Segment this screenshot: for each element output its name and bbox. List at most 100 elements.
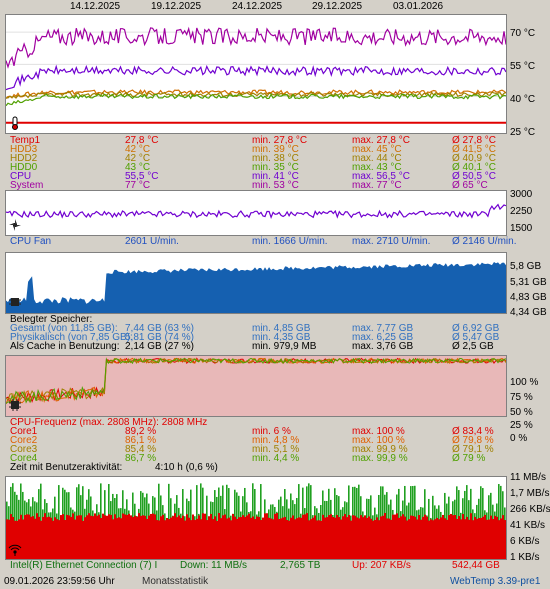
net-up-bar [114,514,116,559]
net-up-bar [316,520,318,559]
cpu-name: Core4 [10,453,38,464]
net-up-bar [78,515,80,559]
net-up-bar [254,519,256,559]
cpu-axis-label: 75 % [510,392,533,403]
net-up-bar [38,516,40,559]
net-up-bar [268,517,270,559]
net-up-bar [158,520,160,559]
temperature-chart [5,14,507,134]
net-up-bar [162,514,164,559]
net-up-bar [98,514,100,559]
net-up-bar [440,517,442,559]
net-up-bar [198,515,200,559]
cpu-name: Core3 [10,444,38,455]
net-up-bar [116,518,118,559]
temp-series-4 [6,64,506,91]
net-up-bar [280,518,282,559]
net-up-bar [398,517,400,559]
net-up-bar [24,515,26,559]
net-up-bar [170,517,172,559]
net-up-bar [208,516,210,559]
net-up-bar [424,514,426,559]
net-up-bar [240,517,242,559]
net-up-bar [346,517,348,559]
net-up-bar [124,514,126,559]
net-up-bar [458,516,460,559]
app-version-link[interactable]: WebTemp 3.39-pre1 [450,576,541,587]
net-up-bar [334,517,336,559]
net-up-bar [278,519,280,559]
net-up-bar [14,520,16,559]
net-up-bar [8,519,10,559]
temp-cur: 42 °C [125,153,151,164]
fan-chart [5,190,507,236]
net-up-bar [336,514,338,559]
network-down-rate: Down: 11 MB/s [180,560,248,571]
temp-series-1 [6,89,506,100]
temp-max: max. 27,8 °C [352,135,410,146]
net-axis-label: 1 KB/s [510,552,540,563]
cpu-max: max. 99,9 % [352,444,408,455]
temp-axis-label: 40 °C [510,94,536,105]
memory-area [6,262,506,313]
net-up-bar [466,516,468,559]
net-up-bar [482,516,484,559]
net-up-bar [476,518,478,559]
net-up-bar [306,513,308,559]
net-up-bar [60,515,62,559]
date-label: 29.12.2025 [312,1,363,12]
temp-avg: Ø 41,5 °C [452,144,497,155]
net-up-bar [298,517,300,559]
temp-cur: 55,5 °C [125,171,159,182]
net-up-bar [118,517,120,559]
fan-icon [8,218,22,232]
net-up-bar [452,515,454,559]
net-up-bar [62,514,64,559]
temp-name: HDD2 [10,153,38,164]
temp-max: max. 77 °C [352,180,402,191]
net-up-bar [292,515,294,559]
cpu-cur: 86,1 % [125,435,157,446]
net-up-bar [408,519,410,559]
net-up-bar [70,516,72,559]
net-up-bar [126,514,128,559]
temp-avg: Ø 40,9 °C [452,153,497,164]
net-up-bar [348,515,350,559]
timestamp: 09.01.2026 23:59:56 Uhr [4,576,115,587]
net-up-bar [380,516,382,559]
net-up-bar [360,515,362,559]
net-up-bar [168,519,170,559]
net-up-bar [242,515,244,559]
net-up-bar [276,513,278,559]
net-up-bar [166,517,168,559]
cpu-core-series-1 [6,357,506,405]
net-up-bar [438,519,440,559]
temp-avg: Ø 40,1 °C [452,162,497,173]
net-up-bar [434,519,436,559]
temp-cur: 27,8 °C [125,135,159,146]
net-up-bar [258,516,260,559]
net-up-bar [426,516,428,559]
net-up-bar [344,514,346,559]
net-up-bar [84,517,86,559]
net-up-bar [80,515,82,559]
net-up-bar [464,519,466,559]
net-up-bar [500,518,502,559]
net-up-bar [234,516,236,559]
network-chart [5,476,507,560]
net-up-bar [270,518,272,559]
fan-max: max. 2710 U/min. [352,236,431,247]
temp-series-2 [6,91,506,99]
net-up-bar [228,517,230,559]
net-up-bar [504,520,506,559]
net-up-bar [502,515,504,559]
view-mode-link[interactable]: Monatsstatistik [142,576,209,587]
date-label: 03.01.2026 [393,1,444,12]
net-up-bar [180,518,182,559]
network-up-rate: Up: 207 KB/s [352,560,411,571]
net-up-bar [406,520,408,559]
net-up-bar [260,520,262,559]
net-up-bar [122,513,124,559]
net-up-bar [284,516,286,559]
net-up-bar [394,514,396,559]
